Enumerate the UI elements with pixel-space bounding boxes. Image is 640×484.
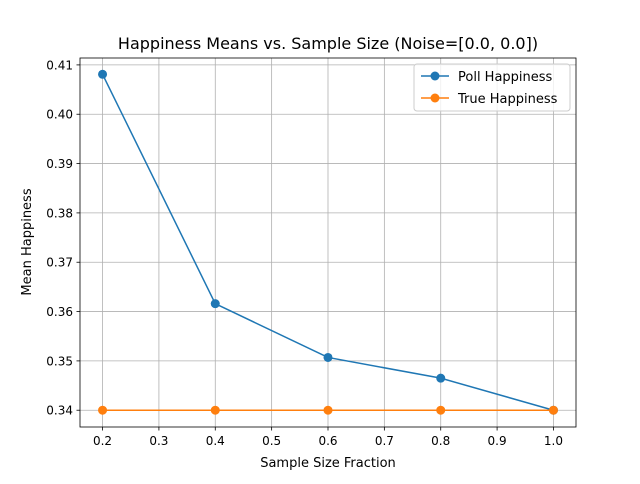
data-point-true-happiness bbox=[436, 405, 446, 415]
data-point-poll-happiness bbox=[323, 352, 333, 362]
data-point-poll-happiness bbox=[98, 69, 108, 79]
data-point-true-happiness bbox=[323, 405, 333, 415]
axis-ticks: 0.2 0.3 0.4 0.5 0.6 0.7 0.8 0.9 1.0 0.34 0.35 0.36 0… bbox=[46, 58, 563, 448]
x-tick-label: 0.4 bbox=[206, 434, 225, 448]
x-tick-label: 0.5 bbox=[262, 434, 281, 448]
data-point-poll-happiness bbox=[436, 373, 446, 383]
y-tick-label: 0.40 bbox=[46, 108, 73, 122]
data-point-true-happiness bbox=[548, 405, 558, 415]
legend-label-true: True Happiness bbox=[457, 92, 558, 107]
x-tick-label: 0.6 bbox=[318, 434, 337, 448]
legend-marker-true bbox=[430, 93, 440, 103]
y-tick-label: 0.37 bbox=[46, 256, 73, 270]
y-tick-label: 0.36 bbox=[46, 305, 73, 319]
legend-box bbox=[413, 63, 571, 112]
legend-label-poll: Poll Happiness bbox=[458, 70, 553, 85]
x-tick-label: 1.0 bbox=[544, 434, 563, 448]
x-tick-label: 0.3 bbox=[149, 434, 168, 448]
y-axis-label: Mean Happiness bbox=[20, 188, 35, 295]
y-tick-label: 0.39 bbox=[46, 157, 73, 171]
x-tick-label: 0.8 bbox=[431, 434, 450, 448]
legend-marker-poll bbox=[430, 71, 440, 81]
y-tick-label: 0.41 bbox=[46, 58, 73, 72]
x-tick-label: 0.7 bbox=[375, 434, 394, 448]
x-tick-label: 0.9 bbox=[488, 434, 507, 448]
y-tick-label: 0.34 bbox=[46, 404, 73, 418]
y-tick-label: 0.38 bbox=[46, 206, 73, 220]
x-axis-label: Sample Size Fraction bbox=[260, 456, 396, 471]
chart-title: Happiness Means vs. Sample Size (Noise=[… bbox=[118, 34, 538, 53]
data-point-true-happiness bbox=[210, 405, 220, 415]
x-tick-label: 0.2 bbox=[93, 434, 112, 448]
data-point-true-happiness bbox=[98, 405, 108, 415]
legend: Poll Happiness True Happiness bbox=[413, 63, 571, 112]
data-point-poll-happiness bbox=[210, 299, 220, 309]
series-layer bbox=[98, 69, 558, 415]
y-tick-label: 0.35 bbox=[46, 354, 73, 368]
